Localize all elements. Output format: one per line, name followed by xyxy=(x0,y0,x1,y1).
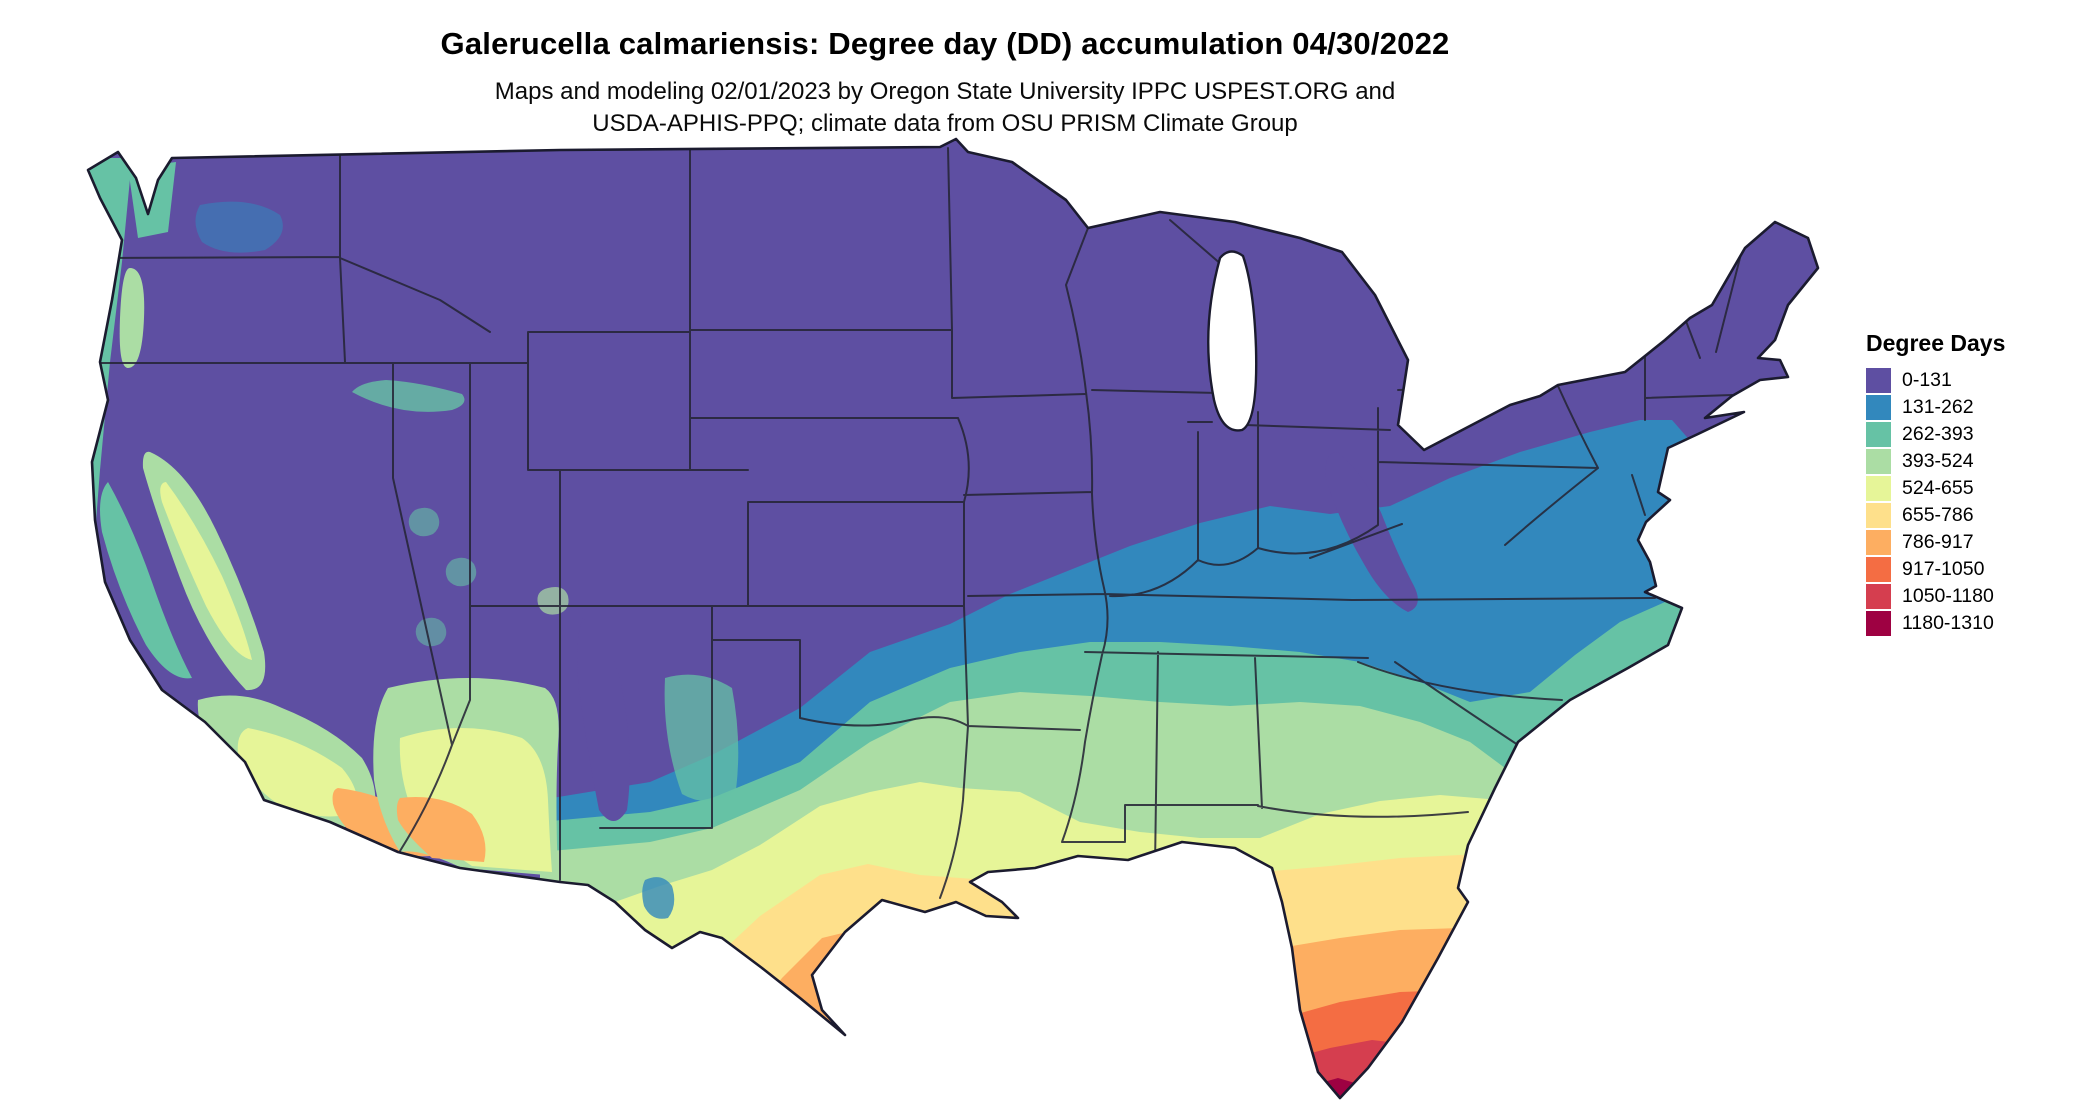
legend-entry: 262-393 xyxy=(1866,421,2005,448)
legend-label: 1180-1310 xyxy=(1902,612,1994,634)
legend-entry: 917-1050 xyxy=(1866,556,2005,583)
legend-rows: 0-131 131-262 262-393 393-524 524-655 655-786… xyxy=(1866,367,2005,637)
west-coast-patches xyxy=(88,158,1418,919)
legend-entry: 655-786 xyxy=(1866,502,2005,529)
legend-label: 131-262 xyxy=(1902,396,1974,418)
lake-michigan xyxy=(1207,250,1258,432)
legend-label: 393-524 xyxy=(1902,450,1974,472)
legend-swatch xyxy=(1866,584,1891,609)
legend-label: 0-131 xyxy=(1902,369,1952,391)
state-borders xyxy=(97,147,1743,899)
legend-swatch xyxy=(1866,503,1891,528)
map-subtitle: Maps and modeling 02/01/2023 by Oregon S… xyxy=(0,76,1890,140)
legend-title: Degree Days xyxy=(1866,330,2006,356)
legend-entry: 1050-1180 xyxy=(1866,583,2005,610)
legend-label: 1050-1180 xyxy=(1902,585,1994,607)
legend-swatch xyxy=(1866,368,1891,393)
header: Galerucella calmariensis: Degree day (DD… xyxy=(0,0,1890,140)
legend-label: 524-655 xyxy=(1902,477,1974,499)
legend-entry: 131-262 xyxy=(1866,394,2005,421)
legend: Degree Days 0-131 131-262 262-393 393-524 52… xyxy=(1866,330,2005,637)
legend-label: 262-393 xyxy=(1902,423,1974,445)
legend-swatch xyxy=(1866,611,1891,636)
legend-swatch xyxy=(1866,557,1891,582)
legend-swatch xyxy=(1866,422,1891,447)
legend-swatch xyxy=(1866,476,1891,501)
legend-swatch xyxy=(1866,395,1891,420)
legend-label: 655-786 xyxy=(1902,504,1974,526)
legend-entry: 1180-1310 xyxy=(1866,610,2005,637)
legend-entry: 393-524 xyxy=(1866,448,2005,475)
legend-entry: 524-655 xyxy=(1866,475,2005,502)
page-title: Galerucella calmariensis: Degree day (DD… xyxy=(440,26,1450,61)
legend-entry: 786-917 xyxy=(1866,529,2005,556)
us-outline xyxy=(86,137,1820,1100)
map-subtitle-line1: Maps and modeling 02/01/2023 by Oregon S… xyxy=(494,78,1396,105)
legend-swatch xyxy=(1866,530,1891,555)
legend-label: 786-917 xyxy=(1902,531,1974,553)
map-subtitle-line2: USDA-APHIS-PPQ; climate data from OSU PR… xyxy=(592,110,1298,138)
legend-label: 917-1050 xyxy=(1902,558,1985,580)
legend-entry: 0-131 xyxy=(1866,367,2005,394)
legend-swatch xyxy=(1866,449,1891,474)
